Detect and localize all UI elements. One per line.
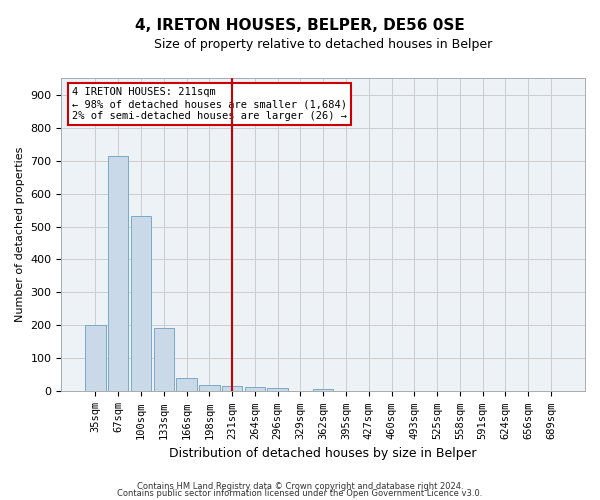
Bar (268, 388, 288, 392)
Text: Contains HM Land Registry data © Crown copyright and database right 2024.: Contains HM Land Registry data © Crown c… (137, 482, 463, 491)
Bar (222, 386, 242, 392)
Text: 4, IRETON HOUSES, BELPER, DE56 0SE: 4, IRETON HOUSES, BELPER, DE56 0SE (135, 18, 465, 32)
X-axis label: Distribution of detached houses by size in Belper: Distribution of detached houses by size … (169, 447, 477, 460)
Bar (108, 156, 128, 392)
Bar (313, 389, 334, 392)
Text: Contains public sector information licensed under the Open Government Licence v3: Contains public sector information licen… (118, 489, 482, 498)
Bar (154, 328, 174, 392)
Text: 4 IRETON HOUSES: 211sqm
← 98% of detached houses are smaller (1,684)
2% of semi-: 4 IRETON HOUSES: 211sqm ← 98% of detache… (72, 88, 347, 120)
Bar (176, 378, 197, 392)
Bar (85, 326, 106, 392)
Bar (131, 216, 151, 392)
Bar (199, 385, 220, 392)
Y-axis label: Number of detached properties: Number of detached properties (15, 147, 25, 322)
Bar (245, 387, 265, 392)
Title: Size of property relative to detached houses in Belper: Size of property relative to detached ho… (154, 38, 493, 51)
